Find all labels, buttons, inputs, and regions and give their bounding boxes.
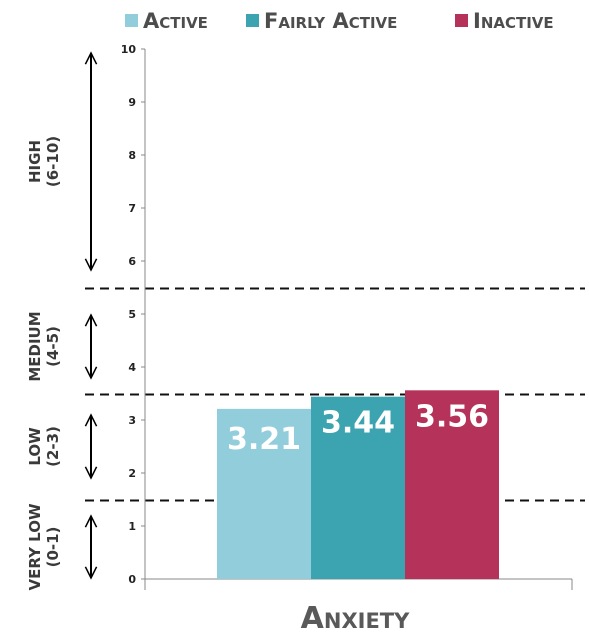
band-label-line2: (0-1)	[44, 527, 62, 568]
y-tick-label-0: 0	[128, 573, 136, 586]
y-tick-label-8: 8	[128, 149, 136, 162]
bar-fairly-active	[311, 396, 405, 579]
band-label-low: LOW (2-3)	[26, 426, 62, 467]
y-tick-label-1: 1	[128, 520, 136, 533]
y-tick-label-9: 9	[128, 96, 136, 109]
chart-legend: Active Fairly Active Inactive	[125, 9, 554, 33]
level-bands: VERY LOW (0-1) LOW (2-3) MEDIUM (4-5) HIGH (6-1…	[26, 53, 91, 591]
y-tick-label-7: 7	[128, 202, 136, 215]
band-label-very-low: VERY LOW (0-1)	[26, 503, 62, 590]
legend-label-fairly-active: Fairly Active	[264, 9, 397, 33]
y-tick-label-4: 4	[128, 361, 136, 374]
band-label-line1: MEDIUM	[26, 311, 44, 381]
bar-group	[217, 390, 499, 579]
value-label-active: 3.21	[227, 422, 301, 457]
value-labels: 3.21 3.44 3.56	[227, 399, 489, 457]
y-tick-label-2: 2	[128, 467, 136, 480]
band-label-line2: (2-3)	[44, 426, 62, 467]
band-label-line2: (4-5)	[44, 326, 62, 367]
legend-label-active: Active	[143, 9, 208, 33]
legend-swatch-fairly-active	[246, 14, 259, 27]
y-tick-label-5: 5	[128, 308, 136, 321]
value-label-inactive: 3.56	[415, 399, 489, 434]
band-label-line1: HIGH	[26, 140, 44, 183]
legend-swatch-active	[125, 14, 138, 27]
y-tick-label-6: 6	[128, 255, 136, 268]
threshold-lines	[85, 287, 585, 502]
value-label-fairly-active: 3.44	[321, 406, 395, 441]
x-axis: Anxiety	[301, 601, 410, 636]
band-label-line2: (6-10)	[44, 136, 62, 187]
band-label-medium: MEDIUM (4-5)	[26, 311, 62, 381]
bar-active	[217, 408, 311, 579]
band-label-high: HIGH (6-10)	[26, 136, 62, 187]
x-category-label: Anxiety	[301, 601, 410, 636]
legend-swatch-inactive	[455, 14, 468, 27]
y-tick-label-10: 10	[121, 43, 137, 56]
y-tick-label-3: 3	[128, 414, 136, 427]
band-label-line1: LOW	[26, 427, 44, 466]
legend-label-inactive: Inactive	[473, 9, 554, 33]
bar-inactive	[405, 390, 499, 579]
band-label-line1: VERY LOW	[26, 503, 44, 590]
